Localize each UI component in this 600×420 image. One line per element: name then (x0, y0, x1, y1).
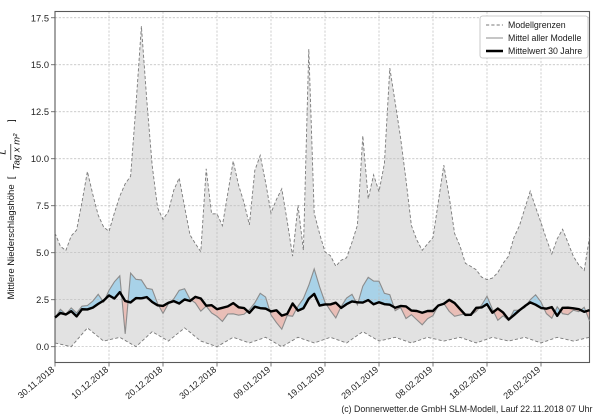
svg-text:Mittelwert 30 Jahre: Mittelwert 30 Jahre (508, 46, 582, 56)
svg-text:7.5: 7.5 (36, 201, 49, 211)
svg-text:15.0: 15.0 (31, 60, 49, 70)
svg-text:]: ] (6, 119, 17, 124)
svg-text:09.01.2019: 09.01.2019 (231, 364, 272, 401)
svg-text:30.12.2018: 30.12.2018 (177, 364, 218, 401)
svg-text:08.02.2019: 08.02.2019 (393, 364, 434, 401)
svg-text:5.0: 5.0 (36, 248, 49, 258)
svg-text:29.01.2019: 29.01.2019 (339, 364, 380, 401)
svg-text:17.5: 17.5 (31, 13, 49, 23)
svg-text:30.11.2018: 30.11.2018 (16, 364, 56, 400)
svg-text:18.02.2019: 18.02.2019 (447, 364, 488, 401)
svg-text:Mittel aller Modelle: Mittel aller Modelle (508, 33, 581, 43)
svg-text:0.0: 0.0 (36, 342, 49, 352)
svg-text:10.12.2018: 10.12.2018 (69, 364, 110, 401)
svg-text:(c) Donnerwetter.de GmbH SLM-M: (c) Donnerwetter.de GmbH SLM-Modell, Lau… (341, 404, 592, 414)
svg-text:19.01.2019: 19.01.2019 (285, 364, 326, 401)
svg-text:Mittlere Niederschlagshöhe [: Mittlere Niederschlagshöhe [ (6, 176, 17, 299)
svg-text:2.5: 2.5 (36, 295, 49, 305)
svg-text:Tag x m²: Tag x m² (12, 133, 23, 170)
svg-text:L: L (0, 149, 9, 154)
svg-text:28.02.2019: 28.02.2019 (501, 364, 542, 401)
svg-text:12.5: 12.5 (31, 107, 49, 117)
svg-text:10.0: 10.0 (31, 154, 49, 164)
svg-text:20.12.2018: 20.12.2018 (123, 364, 164, 401)
svg-text:Modellgrenzen: Modellgrenzen (508, 20, 566, 30)
